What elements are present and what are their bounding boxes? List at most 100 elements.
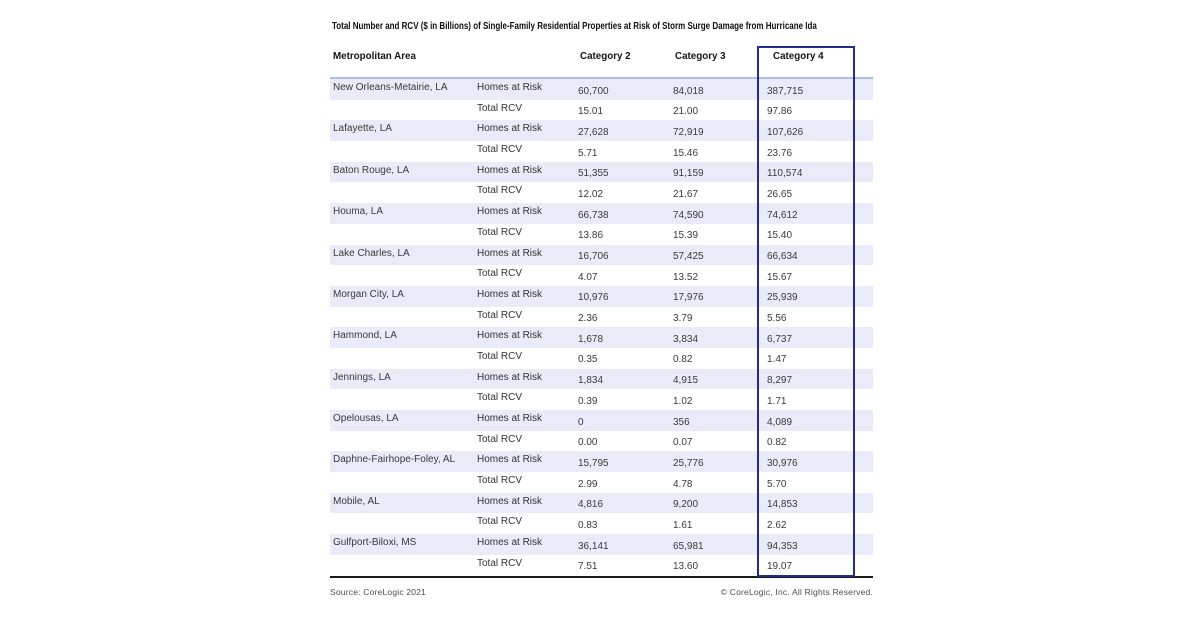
source-note: Source: CoreLogic 2021 bbox=[330, 587, 427, 597]
value-cell-category-3: 57,425 bbox=[673, 251, 704, 262]
metro-cell bbox=[330, 513, 477, 516]
metro-cell bbox=[330, 265, 477, 268]
value-cell-category-4: 2.62 bbox=[767, 519, 787, 531]
value-cell-category-4: 1.47 bbox=[767, 354, 787, 366]
metro-cell bbox=[330, 431, 477, 434]
value-cell-category-2: 7.51 bbox=[578, 561, 598, 573]
value-cell-category-2: 0 bbox=[578, 416, 584, 428]
value-cell-category-2: 0.39 bbox=[578, 395, 598, 407]
table-row: Total RCV 2.99 4.78 5.70 bbox=[330, 472, 873, 493]
metric-label-cell: Homes at Risk bbox=[477, 247, 543, 259]
value-cell-category-2: 16,706 bbox=[578, 251, 609, 262]
table-row: Daphne-Fairhope-Foley, AL Homes at Risk 15… bbox=[330, 451, 873, 473]
value-cell-category-2: 4,816 bbox=[578, 499, 604, 511]
table-row: Lake Charles, LA Homes at Risk 16,706 57,42… bbox=[330, 244, 873, 266]
value-cell-category-3: 13.52 bbox=[673, 271, 699, 283]
table-row: Morgan City, LA Homes at Risk 10,976 17,976… bbox=[330, 285, 873, 307]
value-cell-category-2: 12.02 bbox=[578, 188, 604, 200]
metro-cell bbox=[330, 307, 477, 310]
value-cell-category-3: 17,976 bbox=[673, 292, 704, 304]
table-title: Total Number and RCV ($ in Billions) of … bbox=[332, 21, 817, 32]
value-cell-category-2: 60,700 bbox=[578, 85, 609, 97]
value-cell-category-4: 110,574 bbox=[767, 168, 803, 180]
table-title-block: Total Number and RCV ($ in Billions) of … bbox=[330, 14, 873, 44]
value-cell-category-2: 1,678 bbox=[578, 333, 604, 345]
value-cell-category-3: 1.02 bbox=[673, 395, 693, 407]
value-cell-category-4: 5.70 bbox=[767, 478, 787, 490]
metric-label-cell: Homes at Risk bbox=[477, 288, 543, 300]
metro-cell: Daphne-Fairhope-Foley, AL bbox=[333, 454, 456, 466]
value-cell-category-2: 0.35 bbox=[578, 354, 598, 366]
table-row: Total RCV 15.01 21.00 97.86 bbox=[330, 100, 873, 121]
table-row: Hammond, LA Homes at Risk 1,678 3,834 6,737 bbox=[330, 327, 873, 348]
column-header-category-4: Category 4 bbox=[773, 51, 824, 62]
table-row: Total RCV 2.36 3.79 5.56 bbox=[330, 307, 873, 328]
table-row: Gulfport-Biloxi, MS Homes at Risk 36,141 65… bbox=[330, 534, 873, 555]
value-cell-category-3: 21.67 bbox=[673, 188, 699, 200]
metric-label-cell: Total RCV bbox=[477, 350, 523, 362]
value-cell-category-2: 5.71 bbox=[578, 147, 598, 159]
metro-cell: Lafayette, LA bbox=[333, 123, 392, 135]
value-cell-category-3: 0.82 bbox=[673, 354, 693, 366]
value-cell-category-3: 65,981 bbox=[673, 540, 704, 552]
table-row: Total RCV 0.83 1.61 2.62 bbox=[330, 513, 873, 534]
metric-label-cell: Total RCV bbox=[477, 516, 523, 528]
value-cell-category-2: 4.07 bbox=[578, 271, 598, 283]
value-cell-category-4: 15.40 bbox=[767, 230, 793, 242]
metro-cell: Jennings, LA bbox=[333, 371, 391, 383]
value-cell-category-2: 10,976 bbox=[578, 292, 609, 304]
value-cell-category-4: 387,715 bbox=[767, 85, 804, 97]
value-cell-category-3: 13.60 bbox=[673, 561, 699, 573]
metric-label-cell: Total RCV bbox=[477, 268, 523, 280]
value-cell-category-3: 0.07 bbox=[673, 437, 693, 449]
metric-label-cell: Homes at Risk bbox=[477, 454, 543, 466]
table-row: Houma, LA Homes at Risk 66,738 74,590 74,612 bbox=[330, 203, 873, 224]
value-cell-category-4: 107,626 bbox=[767, 126, 804, 138]
table-row: Lafayette, LA Homes at Risk 27,628 72,919 10… bbox=[330, 120, 873, 142]
metro-cell: Hammond, LA bbox=[333, 330, 397, 342]
metro-cell bbox=[330, 472, 477, 475]
metro-cell: Opelousas, LA bbox=[333, 413, 399, 424]
value-cell-category-4: 26.65 bbox=[767, 188, 793, 200]
table-row: Total RCV 5.71 15.46 23.76 bbox=[330, 141, 873, 162]
value-cell-category-4: 4,089 bbox=[767, 416, 793, 428]
table-row: Total RCV 0.35 0.82 1.47 bbox=[330, 348, 873, 369]
value-cell-category-3: 91,159 bbox=[673, 168, 704, 180]
value-cell-category-3: 21.00 bbox=[673, 106, 699, 118]
metric-label-cell: Total RCV bbox=[477, 185, 523, 197]
footer: Source: CoreLogic 2021 © CoreLogic, Inc.… bbox=[330, 587, 873, 597]
metric-label-cell: Total RCV bbox=[477, 144, 523, 156]
value-cell-category-2: 0.83 bbox=[578, 519, 598, 531]
value-cell-category-3: 3.79 bbox=[673, 313, 693, 325]
metric-label-cell: Total RCV bbox=[477, 392, 523, 404]
storm-surge-table: Total Number and RCV ($ in Billions) of … bbox=[330, 14, 873, 578]
table-row: Total RCV 0.00 0.07 0.82 bbox=[330, 431, 873, 452]
metro-cell: New Orleans-Metairie, LA bbox=[333, 82, 448, 93]
value-cell-category-4: 23.76 bbox=[767, 147, 793, 159]
column-header-metro-area: Metropolitan Area bbox=[333, 51, 416, 62]
value-cell-category-2: 1,834 bbox=[578, 375, 604, 387]
table-row: Baton Rouge, LA Homes at Risk 51,355 91,159… bbox=[330, 161, 873, 183]
metro-cell bbox=[330, 100, 477, 103]
value-cell-category-2: 36,141 bbox=[578, 540, 609, 552]
value-cell-category-3: 84,018 bbox=[673, 85, 704, 97]
value-cell-category-3: 1.61 bbox=[673, 519, 693, 531]
table-row: Opelousas, LA Homes at Risk 0 356 4,089 bbox=[330, 410, 873, 431]
metric-label-cell: Total RCV bbox=[477, 226, 523, 238]
value-cell-category-3: 25,776 bbox=[673, 457, 704, 469]
table-row: Total RCV 12.02 21.67 26.65 bbox=[330, 182, 873, 203]
metric-label-cell: Total RCV bbox=[477, 557, 523, 569]
value-cell-category-4: 1.71 bbox=[767, 395, 787, 407]
metro-cell: Baton Rouge, LA bbox=[333, 164, 410, 176]
value-cell-category-4: 0.82 bbox=[767, 437, 787, 449]
value-cell-category-2: 2.36 bbox=[578, 313, 598, 325]
table-row: Jennings, LA Homes at Risk 1,834 4,915 8,297 bbox=[330, 368, 873, 390]
metro-cell bbox=[330, 141, 477, 144]
metro-cell bbox=[330, 182, 477, 185]
value-cell-category-4: 74,612 bbox=[767, 209, 798, 221]
metric-label-cell: Total RCV bbox=[477, 475, 523, 487]
value-cell-category-2: 66,738 bbox=[578, 209, 609, 221]
column-header-category-2: Category 2 bbox=[580, 51, 631, 62]
value-cell-category-2: 15.01 bbox=[578, 106, 604, 118]
value-cell-category-3: 72,919 bbox=[673, 126, 704, 138]
